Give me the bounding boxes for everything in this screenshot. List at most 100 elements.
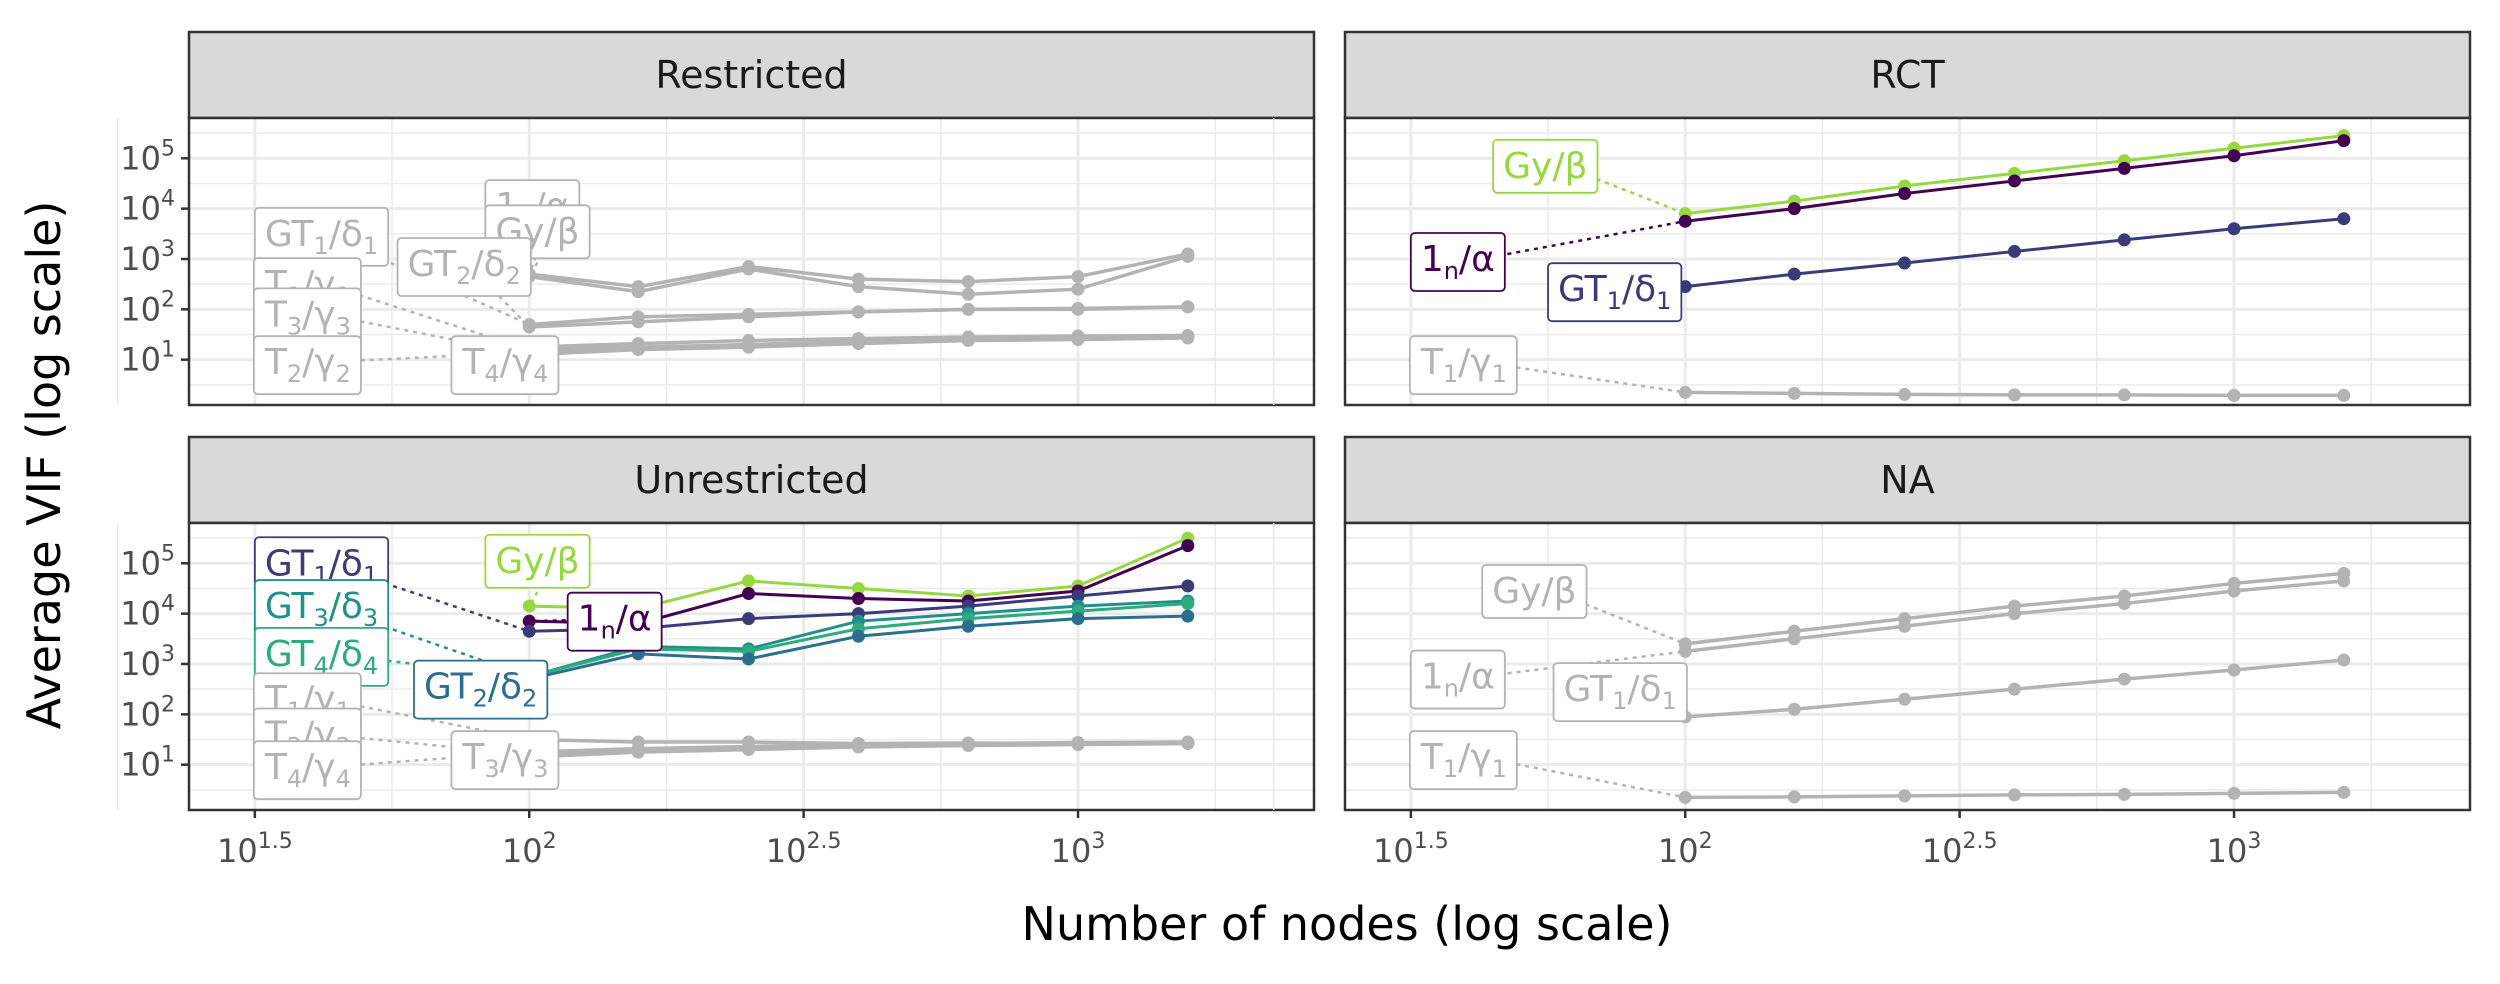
- data-point: [742, 612, 756, 626]
- data-point: [631, 742, 645, 756]
- data-point: [961, 287, 975, 301]
- data-point: [2337, 388, 2351, 402]
- data-point: [2117, 388, 2131, 402]
- data-point: [1181, 579, 1195, 593]
- series-label-box: [396, 237, 532, 297]
- data-point: [522, 624, 536, 638]
- series-label-Gy/β: Gy/β: [1492, 138, 1599, 194]
- data-point: [851, 332, 865, 346]
- data-point: [2337, 785, 2351, 799]
- series-label-Gy/β: Gy/β: [1481, 564, 1588, 619]
- series-label-box: [1547, 262, 1683, 323]
- panel-title: Restricted: [655, 53, 847, 97]
- series-label-box: [1552, 662, 1688, 723]
- data-point: [851, 629, 865, 643]
- data-point: [631, 337, 645, 351]
- series-label-text: GT1/δ1: [1564, 669, 1677, 715]
- data-point: [1071, 589, 1085, 603]
- series-label-GT_1/δ_1: GT1/δ1: [253, 206, 390, 267]
- series-label-text: T1/γ1: [1420, 342, 1507, 388]
- series-label-text: 1n/α: [578, 599, 652, 645]
- data-point: [1181, 609, 1195, 623]
- data-point: [2007, 174, 2021, 188]
- series-label-1_n/α: 1n/α: [566, 591, 663, 652]
- series-label-box: [450, 335, 560, 396]
- series-label-box: [1481, 564, 1588, 619]
- series-label-text: 1n/α: [1421, 657, 1495, 703]
- panel-border: [187, 116, 1316, 407]
- data-point: [2337, 574, 2351, 588]
- x-tick-label: 102: [502, 829, 557, 870]
- series-label-T_3/γ_3: T3/γ3: [450, 730, 560, 791]
- x-axis-title: Number of nodes (log scale): [1022, 897, 1673, 951]
- series-label-text: GT2/δ2: [408, 244, 521, 290]
- label-leader-line: [1480, 219, 1686, 261]
- series-label-T_4/γ_4: T4/γ4: [252, 740, 362, 801]
- data-point: [742, 310, 756, 324]
- data-point: [742, 586, 756, 600]
- label-leader-line: [324, 750, 530, 769]
- x-tick-label: 103: [1051, 829, 1106, 870]
- series-label-box: [1492, 138, 1599, 194]
- series-label-text: GT2/δ2: [424, 667, 537, 713]
- data-point: [1898, 619, 1912, 633]
- series-label-box: [252, 335, 362, 396]
- series-label-GT_4/δ_4: GT4/δ4: [253, 627, 390, 687]
- x-tick-label: 101.5: [217, 829, 293, 870]
- data-point: [2117, 597, 2131, 611]
- data-point: [1181, 597, 1195, 611]
- series-label-text: GT3/δ3: [265, 586, 378, 632]
- data-point: [1678, 214, 1692, 228]
- panel-title: Unrestricted: [634, 458, 868, 502]
- series-T_1/γ_1: [1480, 755, 2351, 804]
- panel-border: [1343, 116, 2472, 407]
- series-label-text: GT1/δ1: [265, 214, 378, 260]
- data-point: [961, 737, 975, 751]
- panel-border: [187, 521, 1316, 812]
- series-label-box: [450, 730, 560, 791]
- series-label-box: [484, 533, 591, 589]
- grid: [1272, 118, 2470, 405]
- series-label-T_3/γ_3: T3/γ3: [252, 287, 362, 348]
- series-label-Gy/β: Gy/β: [484, 533, 591, 589]
- x-tick-label: 103: [2207, 829, 2262, 870]
- data-point: [851, 592, 865, 606]
- data-point: [1898, 692, 1912, 706]
- series-label-box: [1408, 730, 1518, 791]
- panel-rct: RCT Gy/β 1n/α GT1/δ1 T1/γ1: [1272, 30, 2472, 407]
- data-point: [1787, 202, 1801, 216]
- series-label-text: Gy/β: [1503, 146, 1587, 187]
- series-label-T_2/γ_2: T2/γ2: [252, 335, 362, 396]
- data-point: [631, 285, 645, 299]
- data-point: [2337, 134, 2351, 148]
- x-tick-label: 102: [1658, 829, 1713, 870]
- series-1_n/α: [1480, 574, 2351, 678]
- data-point: [1898, 387, 1912, 401]
- data-point: [1071, 301, 1085, 315]
- data-point: [2007, 244, 2021, 258]
- panels-layer: Restricted 1n/α Gy/β GT1/δ1 T1/γ1 GT2/δ2 T3/γ3…: [116, 30, 2472, 870]
- y-tick-label: 105: [120, 136, 175, 177]
- data-point: [1787, 267, 1801, 281]
- series-label-GT_3/δ_3: GT3/δ3: [253, 579, 390, 639]
- data-point: [2007, 607, 2021, 621]
- series-label-text: GT4/δ4: [265, 634, 378, 680]
- series-label-GT_2/δ_2: GT2/δ2: [396, 237, 532, 297]
- data-point: [1071, 282, 1085, 296]
- data-point: [742, 334, 756, 348]
- series-label-box: [1409, 649, 1506, 710]
- panel-title: RCT: [1870, 53, 1945, 97]
- data-point: [1071, 329, 1085, 343]
- data-point: [2117, 233, 2131, 247]
- data-point: [2227, 786, 2241, 800]
- y-tick-label: 101: [120, 338, 175, 379]
- data-point: [2227, 663, 2241, 677]
- series-label-text: Gy/β: [1492, 571, 1576, 612]
- data-point: [742, 740, 756, 754]
- data-point: [2117, 161, 2131, 175]
- y-tick-label: 101: [120, 743, 175, 784]
- data-point: [1071, 612, 1085, 626]
- data-point: [851, 738, 865, 752]
- data-point: [1678, 385, 1692, 399]
